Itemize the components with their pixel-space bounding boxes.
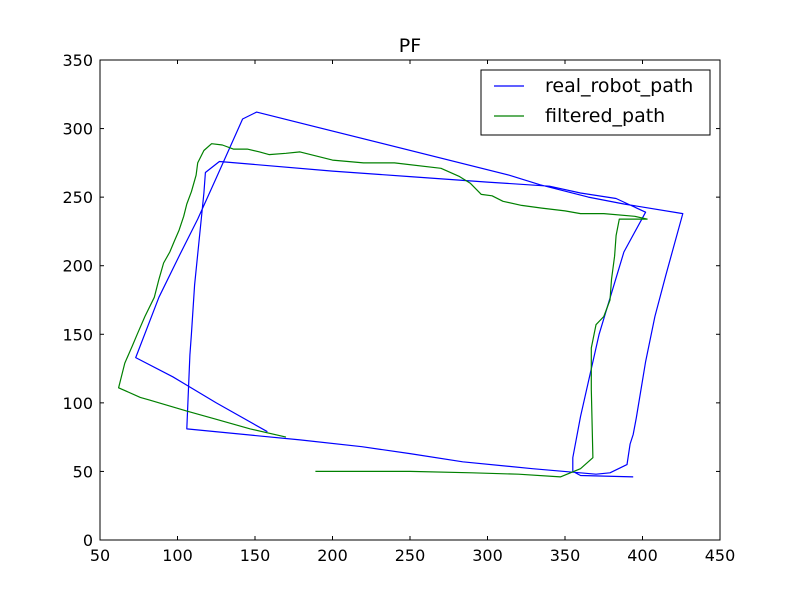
y-tick-label: 300 [62,120,93,139]
x-tick-label: 300 [472,546,503,565]
legend: real_robot_path filtered_path [480,69,711,136]
legend-label-filtered-path: filtered_path [545,105,665,127]
ticks-layer: 50 100 150 200 250 300 350 400 45005010015020025… [62,51,735,565]
x-tick-label: 100 [162,546,193,565]
x-tick-label: 450 [705,546,736,565]
series-line-filtered-path [117,143,648,478]
x-tick-label: 150 [240,546,271,565]
y-tick-label: 200 [62,257,93,276]
legend-box [480,69,711,136]
series-layer [117,111,684,478]
x-tick-label: 350 [550,546,581,565]
series-line-real-robot-path [135,111,684,478]
y-tick-label: 250 [62,188,93,207]
x-tick-label: 50 [90,546,110,565]
x-tick-label: 250 [395,546,426,565]
y-tick-label: 0 [83,531,93,550]
x-tick-label: 200 [317,546,348,565]
y-tick-label: 100 [62,394,93,413]
y-tick-label: 150 [62,325,93,344]
legend-label-real-robot-path: real_robot_path [545,75,693,97]
chart-title: PF [399,35,421,57]
y-tick-label: 50 [73,462,93,481]
y-tick-label: 350 [62,51,93,70]
x-tick-label: 400 [627,546,658,565]
